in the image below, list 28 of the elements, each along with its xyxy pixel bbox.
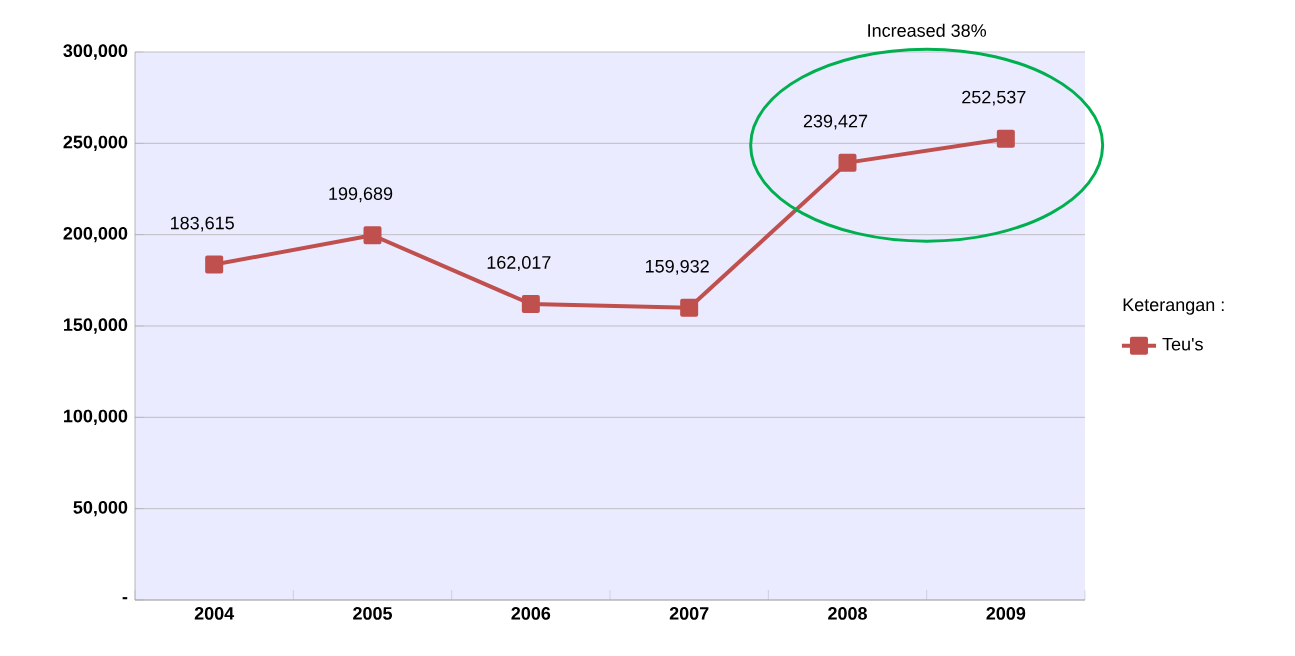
y-tick-label: 300,000: [63, 44, 128, 60]
y-tick-label: 250,000: [63, 135, 128, 151]
legend-label: Teu's: [1162, 337, 1203, 351]
data-label: 183,615: [171, 216, 234, 232]
y-tick-label: 200,000: [63, 226, 128, 243]
text: Increased 38%: [868, 23, 987, 37]
y-tick-label: -: [122, 597, 128, 600]
legend-title: Keterangan :: [1123, 298, 1224, 315]
data-label: 239,427: [803, 114, 868, 130]
x-tick-label: 2004: [194, 607, 235, 620]
data-label: 162,017: [487, 256, 551, 271]
y-tick-label: 100,000: [64, 409, 128, 425]
point: [205, 255, 224, 274]
data-label: 252,537: [962, 90, 1026, 106]
point: [680, 298, 699, 317]
point: [521, 295, 540, 314]
x-tick-label: 2009: [986, 607, 1026, 620]
point: [996, 129, 1015, 148]
x-tick-label: 2006: [511, 607, 551, 620]
point: [838, 153, 857, 172]
data-label: 159,932: [646, 259, 709, 275]
x-tick-label: 2005: [353, 607, 393, 620]
y-tick-label: 150,000: [64, 318, 128, 334]
y-tick-label: 50,000: [73, 500, 128, 517]
x-tick-label: 2008: [828, 607, 867, 620]
x-tick-label: 2007: [669, 607, 709, 620]
point: [363, 226, 382, 245]
data-label: 199,689: [329, 187, 393, 203]
